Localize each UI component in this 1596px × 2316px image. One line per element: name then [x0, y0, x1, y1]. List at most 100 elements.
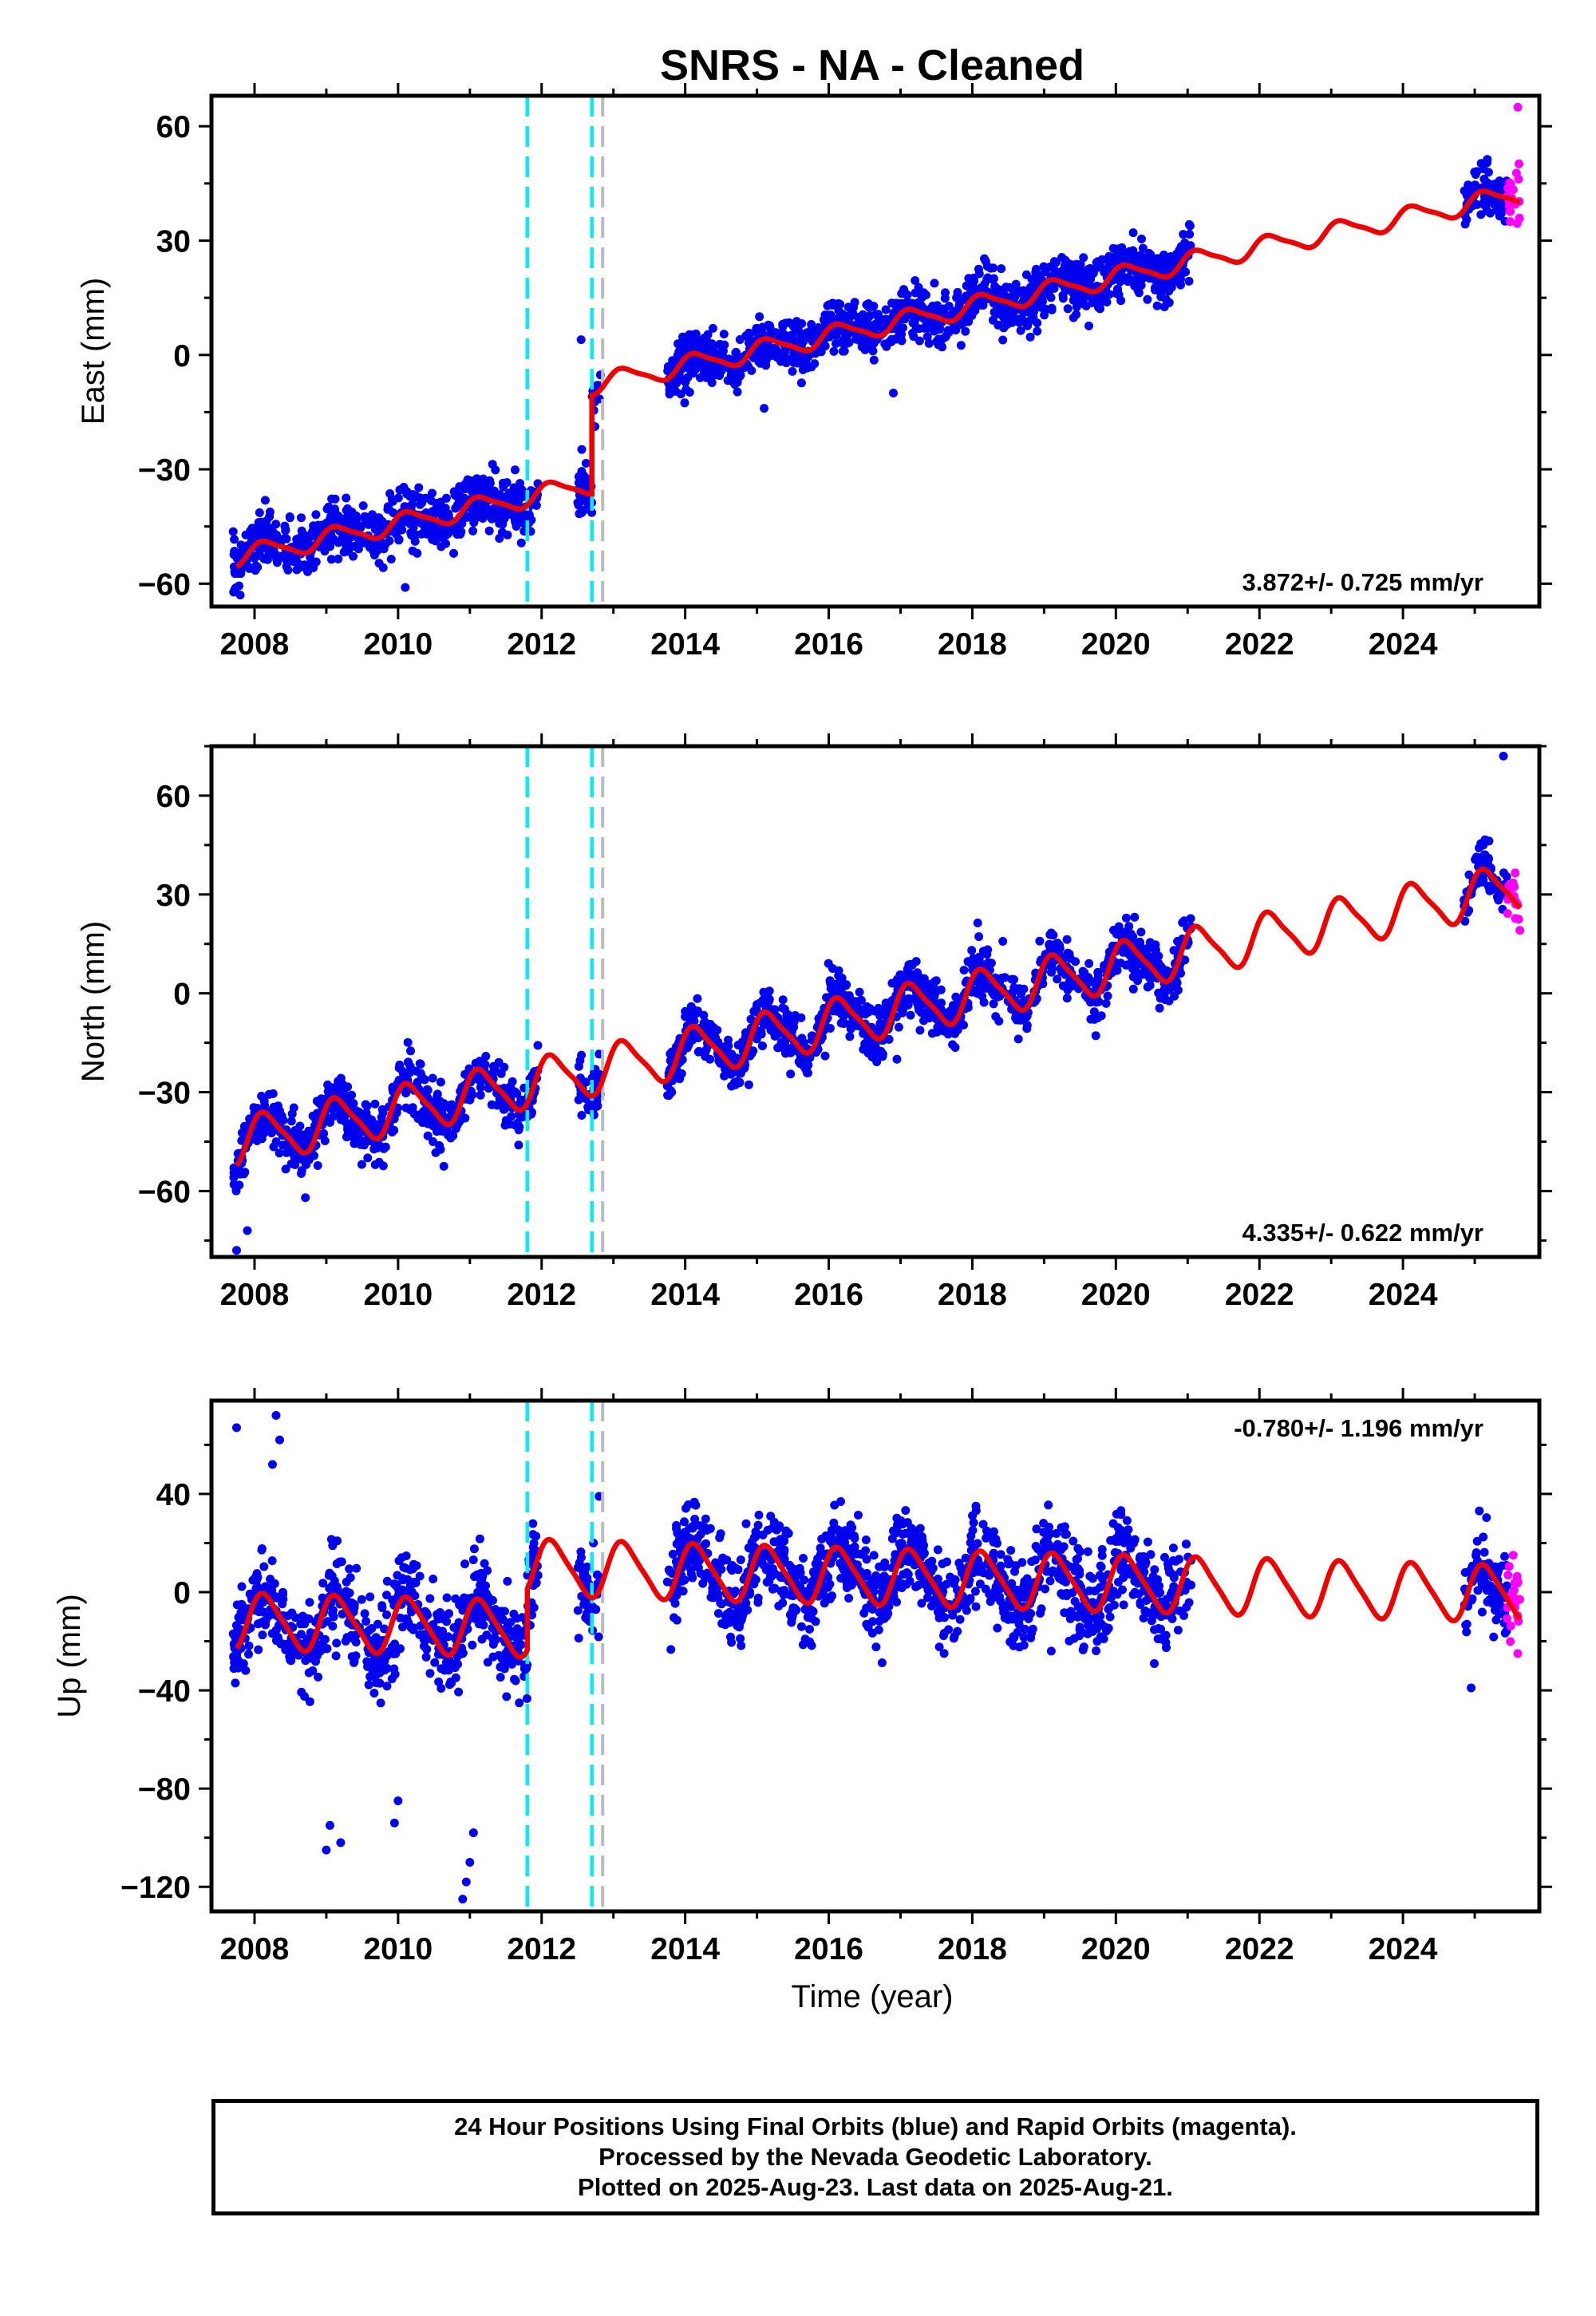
- east-final-orbit-point: [924, 338, 934, 348]
- east-final-orbit-point: [449, 548, 458, 558]
- north-final-orbit-point: [834, 966, 843, 975]
- north-final-orbit-point: [527, 1108, 536, 1117]
- up-final-orbit-point: [302, 1634, 312, 1644]
- east-final-orbit-point: [1151, 285, 1159, 294]
- up-final-orbit-point: [347, 1652, 357, 1662]
- east-final-orbit-point: [1143, 294, 1152, 304]
- east-final-orbit-point: [1100, 292, 1110, 302]
- east-rapid-orbit-point: [1511, 168, 1521, 178]
- north-final-orbit-point: [281, 1164, 290, 1174]
- east-final-orbit-point: [444, 509, 453, 519]
- up-final-orbit-point: [393, 1571, 402, 1580]
- north-final-orbit-point: [967, 946, 977, 955]
- north-final-orbit-point: [1157, 990, 1167, 1000]
- north-y-tick-label: 0: [173, 978, 191, 1012]
- east-final-orbit-point: [575, 509, 584, 519]
- east-final-orbit-point: [719, 330, 729, 339]
- north-final-orbit-point: [1136, 927, 1146, 937]
- east-final-orbit-point: [500, 510, 509, 520]
- up-final-orbit-point: [267, 1556, 277, 1566]
- east-final-orbit-point: [921, 290, 930, 300]
- north-final-orbit-point: [919, 1016, 928, 1026]
- north-final-orbit-point: [1053, 974, 1062, 984]
- east-x-tick-label: 2020: [1081, 627, 1151, 662]
- north-final-orbit-point: [832, 980, 841, 990]
- east-final-orbit-point: [255, 546, 265, 555]
- east-final-orbit-point: [1040, 310, 1049, 320]
- east-final-orbit-point: [516, 538, 526, 547]
- north-final-orbit-point: [422, 1085, 432, 1094]
- north-final-orbit-point: [869, 1053, 879, 1062]
- up-final-orbit-point: [477, 1615, 486, 1625]
- north-final-orbit-point: [776, 1042, 786, 1052]
- north-final-orbit-point: [1120, 945, 1130, 954]
- north-final-orbit-point: [788, 1014, 798, 1024]
- north-final-orbit-point: [440, 1102, 450, 1112]
- north-final-orbit-point: [878, 1010, 887, 1019]
- east-final-orbit-point: [285, 556, 294, 566]
- north-final-orbit-point: [417, 1114, 427, 1124]
- east-final-orbit-point: [1046, 293, 1056, 302]
- east-final-orbit-point: [810, 359, 820, 369]
- east-outlier-point: [760, 404, 769, 413]
- north-final-orbit-point: [705, 1054, 715, 1064]
- east-final-orbit-point: [499, 482, 508, 492]
- up-final-orbit-point: [377, 1603, 387, 1612]
- up-final-orbit-point: [231, 1678, 240, 1688]
- east-final-orbit-point: [1084, 265, 1093, 275]
- north-final-orbit-point: [1131, 966, 1140, 975]
- east-x-tick-label: 2008: [220, 627, 290, 662]
- north-final-orbit-point: [677, 1069, 686, 1078]
- east-final-orbit-point: [683, 340, 693, 350]
- east-final-orbit-point: [280, 521, 290, 531]
- north-rapid-orbit-point: [1510, 882, 1519, 891]
- east-final-orbit-point: [527, 516, 536, 524]
- north-final-orbit-point: [313, 1161, 322, 1170]
- east-final-orbit-point: [1081, 301, 1091, 310]
- up-final-orbit-point: [442, 1593, 452, 1603]
- east-final-orbit-point: [495, 534, 504, 543]
- north-final-orbit-point: [927, 989, 936, 998]
- up-final-orbit-point: [361, 1617, 371, 1626]
- up-final-orbit-point: [510, 1674, 519, 1684]
- up-final-orbit-point: [576, 1553, 586, 1563]
- east-final-orbit-point: [665, 389, 674, 398]
- north-final-orbit-point: [1062, 994, 1072, 1003]
- north-rapid-orbit-point: [1511, 868, 1520, 878]
- east-final-orbit-point: [975, 299, 985, 309]
- up-final-orbit-point: [442, 1617, 452, 1626]
- north-x-tick-label: 2008: [220, 1278, 290, 1312]
- east-final-orbit-point: [1063, 304, 1073, 314]
- up-final-orbit-point: [382, 1651, 392, 1661]
- north-final-orbit-point: [362, 1101, 372, 1111]
- north-final-orbit-point: [405, 1068, 414, 1077]
- north-final-orbit-point: [959, 966, 969, 975]
- east-final-orbit-point: [802, 331, 812, 341]
- up-final-orbit-point: [237, 1582, 247, 1591]
- up-final-orbit-point: [594, 1632, 603, 1642]
- up-final-orbit-point: [516, 1640, 526, 1650]
- east-final-orbit-point: [881, 305, 891, 314]
- east-final-orbit-point: [511, 465, 519, 475]
- east-final-orbit-point: [374, 543, 384, 552]
- east-final-orbit-point: [823, 301, 832, 310]
- up-final-orbit-point: [736, 1555, 745, 1564]
- east-final-orbit-point: [1163, 284, 1172, 294]
- north-final-orbit-point: [433, 1089, 442, 1099]
- east-final-orbit-point: [573, 498, 583, 508]
- up-final-orbit-point: [387, 1674, 397, 1684]
- east-outlier-point: [1513, 102, 1523, 112]
- east-final-orbit-point: [1090, 265, 1100, 275]
- north-final-orbit-point: [340, 1093, 350, 1101]
- east-final-orbit-point: [301, 543, 310, 551]
- north-final-orbit-point: [297, 1135, 306, 1144]
- up-final-orbit-point: [434, 1677, 444, 1686]
- east-final-orbit-point: [789, 350, 799, 359]
- north-final-orbit-point: [1007, 974, 1017, 984]
- north-final-orbit-point: [796, 1013, 806, 1022]
- north-final-orbit-point: [681, 1012, 690, 1022]
- north-final-orbit-point: [304, 1126, 314, 1136]
- north-final-orbit-point: [951, 992, 961, 1002]
